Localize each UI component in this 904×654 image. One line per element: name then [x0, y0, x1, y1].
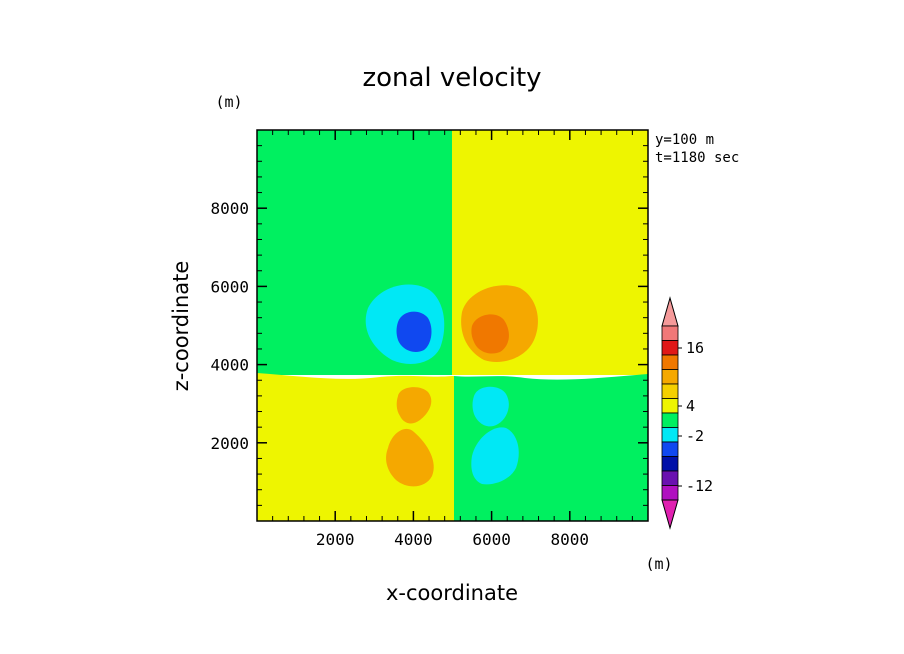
colorbar-arrow-up	[661, 296, 679, 327]
colorbar-swatch	[661, 485, 679, 501]
positive-vortex-core	[471, 314, 509, 354]
y-axis-ticks: 2000 4000 6000 8000	[210, 199, 648, 453]
colorbar-swatch	[661, 427, 679, 443]
y-tick-label: 4000	[210, 356, 249, 375]
colorbar-swatch	[661, 441, 679, 457]
annotation-line-1: y=100 m	[655, 132, 714, 148]
colorbar-arrow-down	[661, 499, 679, 530]
colorbar: 16 4 -2 -12	[661, 296, 713, 530]
lower-positive-lobe-bottom	[386, 428, 434, 487]
colorbar-unit-label: (m)	[645, 555, 672, 573]
colorbar-label: -2	[686, 427, 704, 445]
colorbar-swatch	[661, 456, 679, 472]
colorbar-label: -12	[686, 477, 713, 495]
colorbar-swatch	[661, 369, 679, 385]
y-axis-minor-ticks	[257, 145, 648, 506]
x-tick-label: 8000	[551, 530, 590, 549]
annotation-line-2: t=1180 sec	[655, 150, 739, 166]
y-tick-label: 2000	[210, 434, 249, 453]
colorbar-swatch	[661, 354, 679, 370]
plot-frame	[256, 129, 649, 522]
x-axis-minor-ticks	[272, 130, 633, 521]
x-axis-ticks: 2000 4000 6000 8000	[316, 130, 589, 549]
colorbar-swatch	[661, 470, 679, 486]
colorbar-label: 16	[686, 339, 704, 357]
lower-positive-lobe-top	[396, 387, 432, 424]
y-tick-label: 6000	[210, 277, 249, 296]
y-axis-label: z-coordinate	[169, 261, 193, 392]
x-tick-label: 4000	[394, 530, 433, 549]
x-tick-label: 6000	[472, 530, 511, 549]
y-unit-label: (m)	[215, 93, 242, 111]
colorbar-swatch	[661, 325, 679, 341]
chart-title: zonal velocity	[362, 63, 541, 93]
negative-vortex-core	[396, 311, 432, 352]
colorbar-swatch	[661, 398, 679, 414]
colorbar-swatch	[661, 412, 679, 428]
lower-negative-lobe-bottom	[471, 427, 519, 485]
plot-area	[256, 129, 649, 522]
lower-negative-lobe-top	[472, 386, 509, 427]
colorbar-swatch	[661, 340, 679, 356]
colorbar-swatch	[661, 383, 679, 399]
colorbar-label: 4	[686, 397, 695, 415]
x-tick-label: 2000	[316, 530, 355, 549]
x-axis-label: x-coordinate	[386, 581, 518, 605]
y-tick-label: 8000	[210, 199, 249, 218]
